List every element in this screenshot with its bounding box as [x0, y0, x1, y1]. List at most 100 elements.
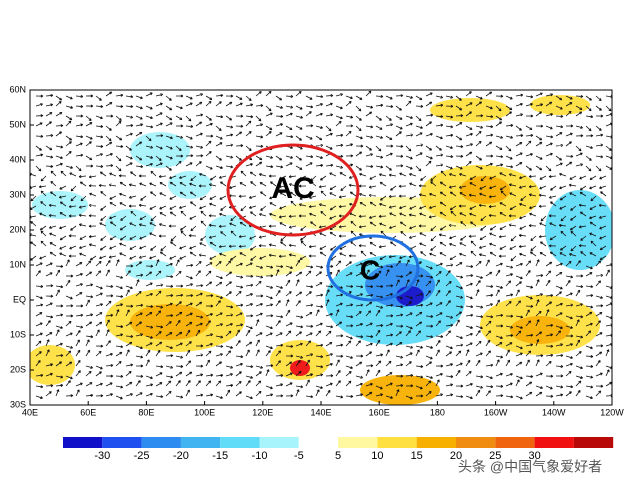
wind-arrow: [230, 255, 237, 261]
wind-arrow: [528, 185, 537, 189]
wind-arrow: [510, 255, 517, 262]
wind-arrow: [499, 185, 507, 191]
wind-arrow: [595, 95, 602, 102]
wind-arrow: [315, 355, 324, 359]
wind-arrow: [115, 259, 120, 267]
wind-arrow: [565, 141, 572, 147]
watermark: 头条 @中国气象爱好者: [458, 459, 602, 475]
wind-arrow: [105, 125, 112, 131]
wind-arrow: [469, 175, 477, 180]
wind-arrow: [589, 205, 597, 210]
wind-arrow: [575, 365, 583, 370]
wind-arrow: [455, 305, 464, 309]
wind-arrow: [149, 255, 157, 260]
wind-arrow: [455, 95, 462, 101]
wind-arrow: [505, 293, 514, 297]
wind-arrow: [525, 343, 534, 347]
wind-arrow: [30, 241, 37, 247]
wind-arrow: [415, 143, 424, 147]
wind-arrow: [190, 175, 197, 181]
wind-arrow: [79, 181, 87, 187]
wind-arrow: [590, 240, 597, 247]
wind-arrow: [385, 333, 394, 337]
lon-label: 120W: [600, 407, 624, 417]
wind-arrow: [595, 125, 602, 131]
wind-arrow: [165, 105, 173, 111]
wind-arrow: [225, 291, 232, 297]
wind-arrow: [225, 365, 234, 369]
wind-arrow: [239, 182, 247, 187]
wind-arrow: [439, 201, 447, 207]
lon-label: 160W: [484, 407, 508, 417]
wind-arrow: [35, 295, 43, 300]
wind-arrow: [235, 155, 242, 161]
wind-arrow: [545, 270, 552, 277]
wind-arrow: [190, 201, 197, 207]
wind-arrow: [245, 380, 251, 387]
wind-arrow: [175, 301, 182, 307]
wind-arrow: [160, 245, 167, 252]
wind-arrow: [35, 322, 43, 327]
wind-arrow: [195, 364, 204, 368]
wind-arrow: [155, 310, 162, 317]
wind-arrow: [545, 374, 554, 378]
wind-arrow: [495, 262, 503, 267]
wind-arrow: [565, 391, 572, 397]
wind-arrow: [355, 354, 364, 358]
wind-arrow: [445, 351, 452, 357]
wind-arrow: [395, 131, 402, 137]
wind-arrow: [349, 191, 357, 197]
wind-arrow: [575, 389, 581, 397]
wind-arrow: [145, 304, 154, 309]
lat-label: 20N: [9, 224, 26, 234]
wind-arrow: [248, 195, 257, 199]
wind-arrow: [35, 103, 43, 107]
wind-arrow: [465, 274, 474, 278]
wind-arrow: [305, 155, 314, 159]
wind-arrow: [85, 339, 90, 347]
wind-arrow: [375, 284, 384, 289]
wind-arrow: [558, 223, 567, 227]
wind-arrow: [245, 325, 253, 330]
wind-arrow: [249, 245, 257, 251]
wind-arrow: [495, 269, 501, 277]
wind-arrow: [65, 394, 74, 398]
wind-arrow: [109, 195, 117, 200]
wind-arrow: [85, 370, 92, 377]
wind-arrow: [95, 371, 102, 377]
wind-arrow: [505, 265, 514, 269]
wind-arrow: [459, 192, 467, 197]
wind-arrow: [255, 332, 263, 337]
wind-arrow: [95, 144, 104, 148]
wind-arrow: [355, 311, 362, 317]
wind-arrow: [409, 225, 417, 230]
wind-arrow: [145, 292, 153, 297]
wind-arrow: [505, 145, 512, 152]
wind-arrow: [175, 319, 181, 327]
wind-arrow: [445, 133, 454, 137]
wind-arrow: [575, 105, 583, 110]
wind-arrow: [375, 309, 381, 317]
wind-arrow: [548, 214, 557, 218]
wind-arrow: [215, 115, 224, 119]
wind-arrow: [65, 361, 73, 367]
wind-arrow: [299, 195, 307, 200]
wind-arrow: [95, 365, 103, 370]
wind-arrow: [255, 91, 262, 97]
wind-arrow: [235, 323, 244, 327]
wind-arrow: [279, 222, 287, 227]
wind-arrow: [555, 374, 564, 378]
wind-arrow: [255, 115, 262, 122]
wind-arrow: [375, 155, 384, 159]
wind-arrow: [119, 192, 127, 197]
wind-arrow: [355, 382, 363, 387]
wind-arrow: [368, 215, 377, 219]
wind-arrow: [355, 151, 363, 157]
wind-arrow: [88, 184, 97, 188]
wind-arrow: [505, 135, 514, 139]
wind-arrow: [425, 314, 434, 319]
wind-arrow: [350, 230, 357, 237]
wind-arrow: [315, 271, 322, 277]
wind-arrow: [95, 270, 102, 277]
wind-arrow: [78, 205, 87, 209]
